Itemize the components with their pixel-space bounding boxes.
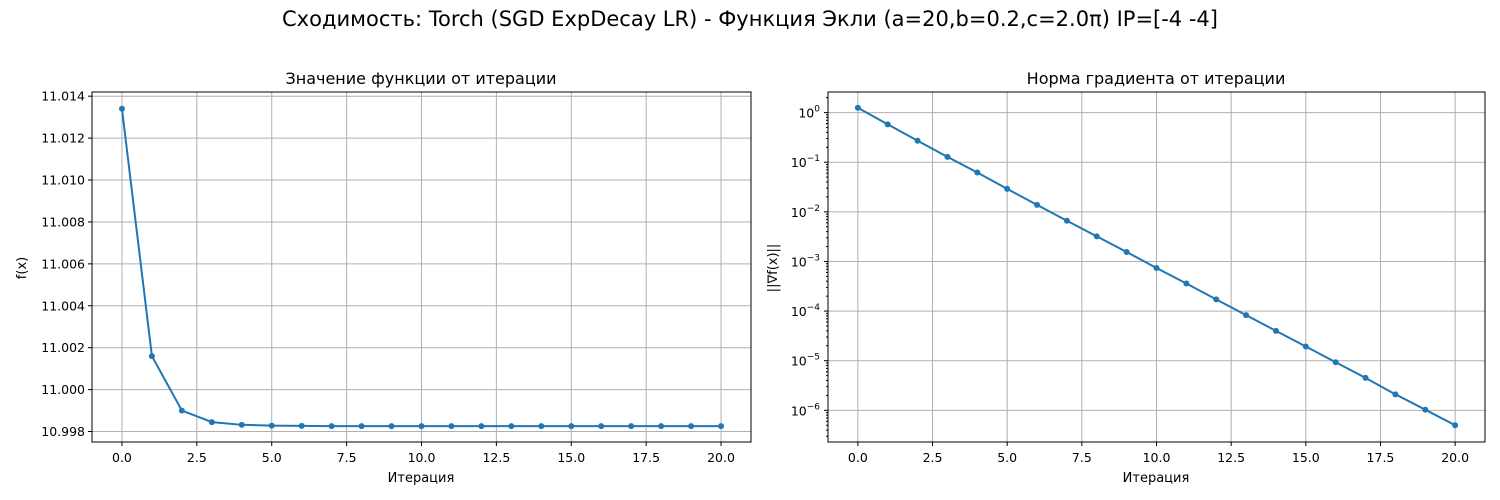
y-tick-label: 10−3 bbox=[791, 253, 820, 269]
data-point bbox=[1302, 343, 1309, 350]
figure-suptitle: Сходимость: Torch (SGD ExpDecay LR) - Фу… bbox=[282, 7, 1218, 31]
data-point bbox=[1392, 391, 1399, 398]
ticks: 0.0 2.5 5.0 7.5 10.0 12.5 15.0 17.5 20.0 10−6 10−5… bbox=[791, 97, 1469, 465]
y-tick-label: 11.006 bbox=[41, 256, 85, 271]
y-tick-label: 11.010 bbox=[41, 173, 85, 188]
y-tick-label: 11.014 bbox=[41, 89, 85, 104]
data-point bbox=[298, 422, 305, 429]
y-tick-label: 10−1 bbox=[791, 154, 820, 170]
x-tick-label: 15.0 bbox=[1292, 450, 1320, 465]
x-tick-label: 17.5 bbox=[632, 450, 660, 465]
data-point bbox=[658, 423, 665, 430]
plot-title: Норма градиента от итерации bbox=[1027, 69, 1286, 88]
y-axis-label: ||∇f(x)|| bbox=[766, 244, 781, 293]
y-tick-label: 11.004 bbox=[41, 298, 85, 313]
x-tick-label: 0.0 bbox=[848, 450, 868, 465]
data-point bbox=[1004, 185, 1011, 192]
data-point bbox=[854, 104, 861, 111]
data-point bbox=[974, 169, 981, 176]
data-point bbox=[1153, 264, 1160, 271]
x-tick-label: 5.0 bbox=[262, 450, 282, 465]
x-tick-label: 10.0 bbox=[1143, 450, 1171, 465]
x-tick-label: 5.0 bbox=[997, 450, 1017, 465]
data-point bbox=[448, 423, 455, 430]
grid bbox=[92, 92, 751, 442]
data-point bbox=[418, 423, 425, 430]
function-value-plot: Значение функции от итерации 0.0 2.5 5.0 7.… bbox=[15, 69, 752, 486]
gradient-norm-plot: Норма градиента от итерации 0.0 2.5 5.0 7.5… bbox=[766, 69, 1486, 486]
x-tick-label: 10.0 bbox=[408, 450, 436, 465]
data-point bbox=[944, 153, 951, 160]
x-tick-label: 17.5 bbox=[1367, 450, 1395, 465]
x-tick-label: 2.5 bbox=[923, 450, 943, 465]
axes-frame bbox=[91, 91, 752, 443]
grid bbox=[828, 92, 1485, 442]
y-tick-label: 11.000 bbox=[41, 382, 85, 397]
plot-title: Значение функции от итерации bbox=[285, 69, 556, 88]
y-axis-label: f(x) bbox=[15, 257, 30, 279]
data-point bbox=[388, 423, 395, 430]
data-point bbox=[1093, 233, 1100, 240]
data-point bbox=[268, 422, 275, 429]
y-tick-label: 10−2 bbox=[791, 204, 820, 220]
x-tick-label: 20.0 bbox=[707, 450, 735, 465]
data-point bbox=[1063, 217, 1070, 224]
data-point bbox=[1422, 406, 1429, 413]
ticks: 0.0 2.5 5.0 7.5 10.0 12.5 15.0 17.5 20.0 10.998 11… bbox=[41, 89, 735, 465]
data-point bbox=[1452, 422, 1459, 429]
x-tick-label: 15.0 bbox=[557, 450, 585, 465]
y-tick-label: 10.998 bbox=[41, 424, 85, 439]
data-point bbox=[238, 421, 245, 428]
y-tick-label: 10−4 bbox=[791, 303, 820, 319]
data-point bbox=[1362, 374, 1369, 381]
x-axis-label: Итерация bbox=[388, 471, 455, 486]
y-tick-label: 100 bbox=[798, 105, 820, 121]
x-tick-label: 12.5 bbox=[482, 450, 510, 465]
data-point bbox=[1123, 249, 1130, 256]
data-point bbox=[1243, 312, 1250, 319]
x-tick-label: 0.0 bbox=[112, 450, 132, 465]
data-point bbox=[328, 423, 335, 430]
x-tick-label: 7.5 bbox=[1072, 450, 1092, 465]
data-point bbox=[1034, 201, 1041, 208]
series-markers bbox=[118, 105, 725, 430]
data-point bbox=[538, 423, 545, 430]
data-point bbox=[178, 407, 185, 414]
x-axis-label: Итерация bbox=[1123, 471, 1190, 486]
data-point bbox=[688, 423, 695, 430]
y-tick-label: 11.002 bbox=[41, 340, 85, 355]
y-tick-label: 10−6 bbox=[791, 402, 820, 418]
axes-frame bbox=[827, 91, 1486, 443]
data-point bbox=[718, 423, 725, 430]
y-tick-label: 10−5 bbox=[791, 353, 820, 369]
data-point bbox=[1213, 296, 1220, 303]
series-markers bbox=[854, 104, 1459, 429]
y-tick-label: 11.008 bbox=[41, 214, 85, 229]
data-point bbox=[478, 423, 485, 430]
data-point bbox=[1183, 280, 1190, 287]
x-tick-label: 20.0 bbox=[1441, 450, 1469, 465]
x-tick-label: 2.5 bbox=[187, 450, 207, 465]
x-tick-label: 7.5 bbox=[337, 450, 357, 465]
data-point bbox=[148, 353, 155, 360]
data-point bbox=[208, 419, 215, 426]
data-point bbox=[598, 423, 605, 430]
data-point bbox=[118, 105, 125, 112]
data-point bbox=[1332, 359, 1339, 366]
x-tick-label: 12.5 bbox=[1217, 450, 1245, 465]
data-point bbox=[914, 137, 921, 144]
data-point bbox=[1272, 327, 1279, 334]
data-point bbox=[508, 423, 515, 430]
data-point bbox=[358, 423, 365, 430]
data-point bbox=[568, 423, 575, 430]
data-point bbox=[884, 121, 891, 128]
data-point bbox=[628, 423, 635, 430]
y-tick-label: 11.012 bbox=[41, 131, 85, 146]
